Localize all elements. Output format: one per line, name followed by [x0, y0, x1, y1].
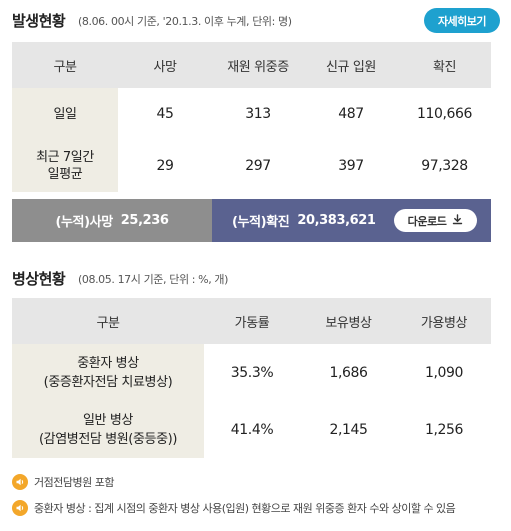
- cumulative-confirmed-label: (누적)확진: [232, 215, 290, 230]
- row-label-line1: 최근 7일간: [36, 150, 94, 165]
- column-header: 재원 위중증: [227, 59, 289, 75]
- table-row: 중환자 병상 (중증환자전담 치료병상) 35.3% 1,686 1,090: [12, 344, 491, 401]
- table-row: 일반 병상 (감염병전담 병원(중등중)) 41.4% 2,145 1,256: [12, 401, 491, 458]
- download-button-label: 다운로드: [407, 214, 447, 228]
- beds-held-value: 1,686: [329, 364, 368, 381]
- occupancy-rate-value: 35.3%: [230, 364, 274, 381]
- column-header: 보유병상: [325, 315, 372, 331]
- bed-status-title: 병상현황: [12, 270, 66, 288]
- download-button[interactable]: 다운로드: [393, 209, 477, 232]
- column-header: 사망: [153, 59, 177, 75]
- cumulative-confirmed: (누적)확진 20,383,621 다운로드: [212, 199, 491, 242]
- bed-table: 구분 가동률 보유병상 가용병상 중환자 병상 (중증환자전담 치료병상) 35…: [12, 298, 491, 458]
- new-admission-value: 487: [338, 106, 364, 122]
- outbreak-status-title: 발생현황: [12, 12, 66, 30]
- note-item: 거점전담병원 포함: [12, 474, 114, 490]
- column-header: 구분: [96, 315, 120, 331]
- confirmed-value: 97,328: [421, 158, 468, 174]
- beds-held-value: 2,145: [329, 421, 368, 438]
- row-label: 일일: [12, 88, 118, 140]
- beds-available-value: 1,090: [424, 364, 464, 381]
- row-label-line2: 일평균: [47, 167, 83, 182]
- row-label: 최근 7일간 일평균: [12, 140, 118, 192]
- column-header: 가동률: [234, 315, 270, 331]
- deaths-value: 29: [156, 158, 174, 174]
- speaker-icon: [12, 474, 28, 490]
- column-header: 신규 입원: [326, 59, 376, 75]
- speaker-icon: [12, 500, 28, 516]
- row-label: 일반 병상 (감염병전담 병원(중등중)): [12, 401, 204, 458]
- note-text: 중환자 병상 : 집계 시점의 중환자 병상 사용(입원) 현황으로 재원 위중…: [34, 502, 456, 515]
- new-admission-value: 397: [338, 158, 364, 174]
- outbreak-status-header: 발생현황 (8.06. 00시 기준, '20.1.3. 이후 누계, 단위: …: [12, 8, 502, 34]
- detail-view-button[interactable]: 자세히보기: [424, 8, 500, 33]
- critical-value: 313: [245, 106, 271, 122]
- occupancy-rate-value: 41.4%: [230, 421, 274, 438]
- column-header: 구분: [53, 59, 77, 75]
- table-row: 일일 45 313 487 110,666: [12, 88, 491, 140]
- deaths-value: 45: [156, 106, 174, 122]
- column-header: 확진: [432, 59, 457, 75]
- critical-value: 297: [245, 158, 271, 174]
- row-label-line1: 중환자 병상: [77, 355, 139, 371]
- row-label-line1: 일반 병상: [83, 412, 133, 428]
- outbreak-table-header: 구분 사망 재원 위중증 신규 입원 확진: [12, 42, 491, 88]
- bed-status-subtitle: (08.05. 17시 기준, 단위 : %, 개): [78, 273, 229, 286]
- cumulative-deaths-value: 25,236: [120, 213, 169, 228]
- table-row: 최근 7일간 일평균 29 297 397 97,328: [12, 140, 491, 192]
- beds-available-value: 1,256: [424, 421, 464, 438]
- column-header: 가용병상: [420, 315, 468, 331]
- download-icon: [452, 213, 463, 228]
- cumulative-deaths-label: (누적)사망: [55, 215, 113, 230]
- note-item: 중환자 병상 : 집계 시점의 중환자 병상 사용(입원) 현황으로 재원 위중…: [12, 500, 456, 516]
- outbreak-table: 구분 사망 재원 위중증 신규 입원 확진 일일 45 313 487 110,…: [12, 42, 491, 192]
- row-label-line2: (감염병전담 병원(중등중)): [38, 431, 178, 447]
- cumulative-confirmed-value: 20,383,621: [297, 213, 376, 228]
- outbreak-status-subtitle: (8.06. 00시 기준, '20.1.3. 이후 누계, 단위: 명): [78, 15, 292, 28]
- cumulative-bar: (누적)사망 25,236 (누적)확진 20,383,621 다운로드: [12, 199, 491, 242]
- confirmed-value: 110,666: [416, 106, 473, 122]
- cumulative-deaths: (누적)사망 25,236: [12, 199, 212, 242]
- note-text: 거점전담병원 포함: [34, 476, 114, 489]
- bed-table-header: 구분 가동률 보유병상 가용병상: [12, 298, 491, 344]
- bed-status-header: 병상현황 (08.05. 17시 기준, 단위 : %, 개): [12, 266, 502, 290]
- row-label: 중환자 병상 (중증환자전담 치료병상): [12, 344, 204, 401]
- row-label-line2: (중증환자전담 치료병상): [43, 374, 173, 390]
